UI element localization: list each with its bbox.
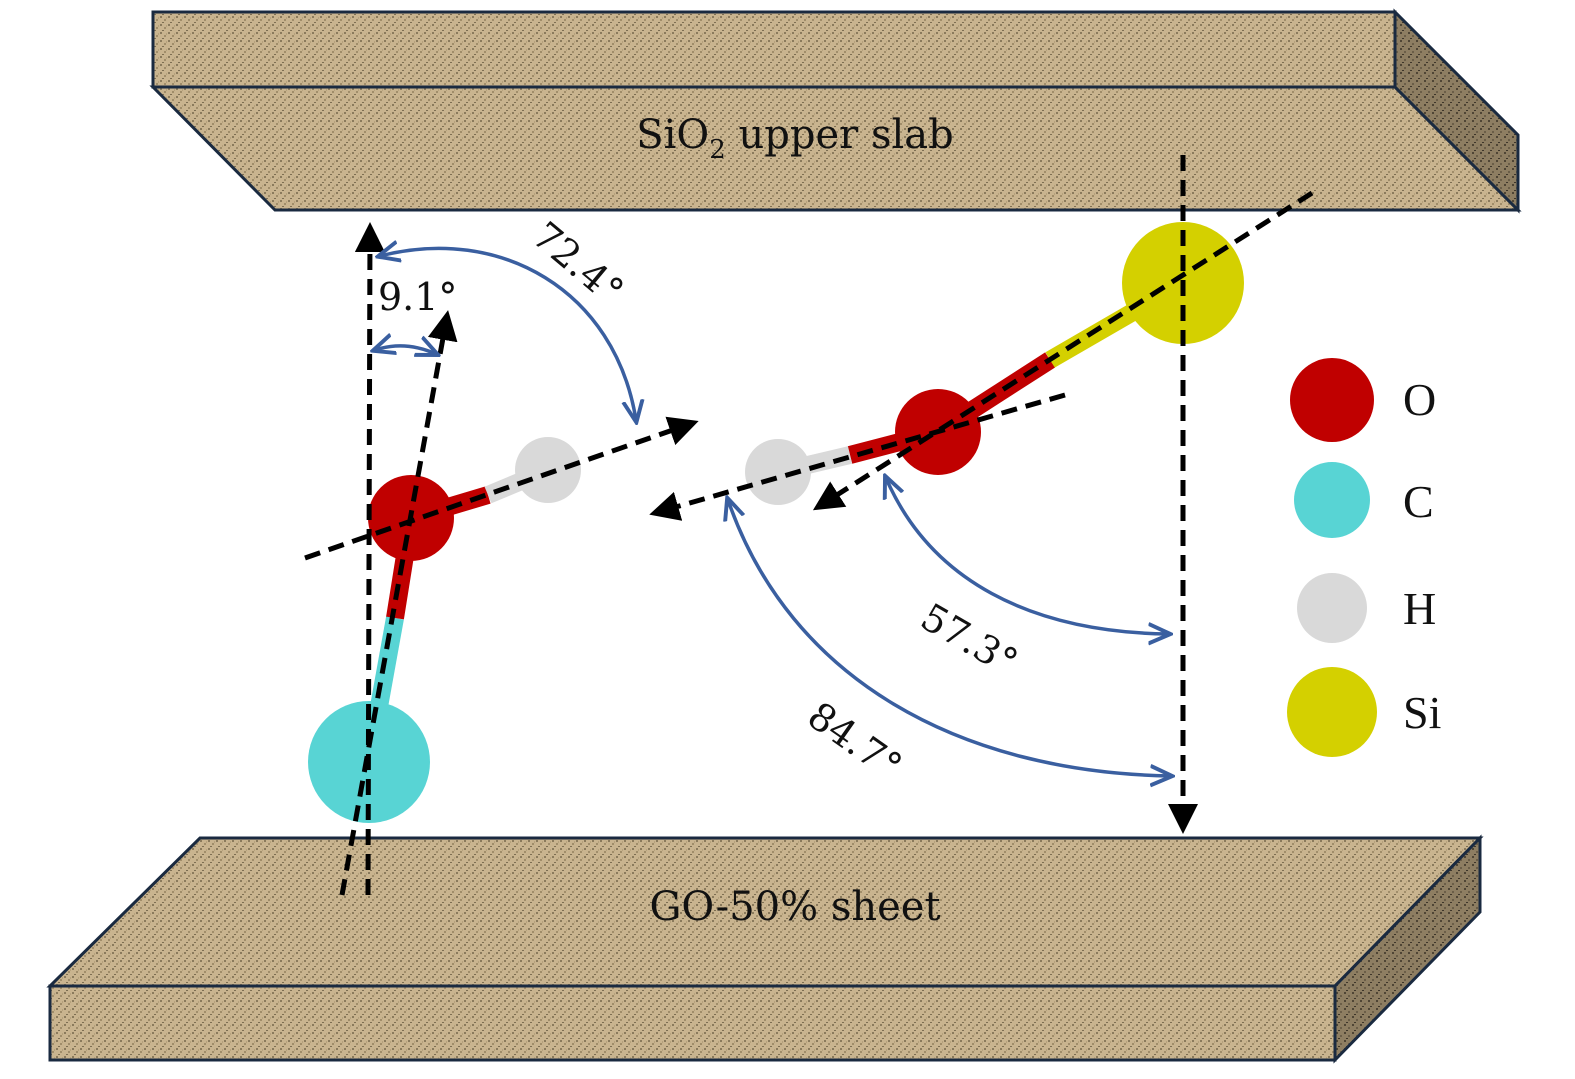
right-hydrogen-atom xyxy=(745,439,811,505)
legend: O C H Si xyxy=(1287,358,1441,757)
left-oh-axis xyxy=(304,416,699,561)
right-oh-axis xyxy=(649,392,1066,521)
lower-sheet-front xyxy=(48,984,1337,1062)
angle-label-84: 84.7° xyxy=(800,693,910,788)
angle-label-57: 57.3° xyxy=(914,595,1026,685)
right-sio-axis xyxy=(812,190,1314,511)
legend-hydrogen-swatch xyxy=(1297,573,1367,643)
angle-label-9: 9.1° xyxy=(378,275,457,319)
upper-slab: SiO2 upper slab xyxy=(149,8,1522,214)
upper-slab-front xyxy=(151,10,1397,89)
left-normal-axis xyxy=(354,222,385,896)
arc-72 xyxy=(380,248,636,420)
lower-sheet-label: GO-50% sheet xyxy=(649,884,940,930)
right-molecule xyxy=(745,222,1244,505)
left-molecule xyxy=(308,437,581,823)
upper-slab-label: SiO2 upper slab xyxy=(636,112,954,165)
angle-label-72: 72.4° xyxy=(524,213,632,313)
legend-carbon-label: C xyxy=(1403,476,1434,527)
legend-carbon-swatch xyxy=(1294,462,1370,538)
lower-sheet-side xyxy=(1333,834,1482,1064)
legend-oxygen-swatch xyxy=(1290,358,1374,442)
left-hydrogen-atom xyxy=(515,437,581,503)
arc-9 xyxy=(375,346,436,354)
legend-oxygen-label: O xyxy=(1403,374,1436,425)
angle-arcs xyxy=(375,248,1170,776)
arc-84 xyxy=(728,500,1170,776)
upper-slab-side xyxy=(1393,8,1520,214)
legend-silicon-swatch xyxy=(1287,667,1377,757)
lower-sheet: GO-50% sheet xyxy=(46,834,1484,1064)
legend-silicon-label: Si xyxy=(1403,687,1441,738)
legend-hydrogen-label: H xyxy=(1403,583,1436,634)
